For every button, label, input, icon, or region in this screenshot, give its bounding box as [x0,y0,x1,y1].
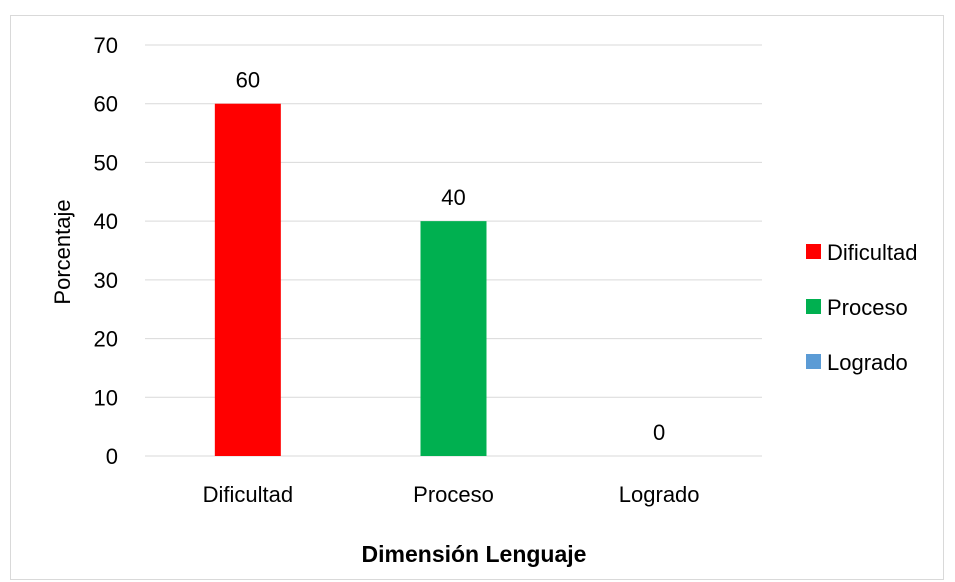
y-tick-label-50: 50 [94,150,118,175]
y-tick-label-20: 20 [94,327,118,352]
y-tick-label-40: 40 [94,209,118,234]
x-tick-label-dificultad: Dificultad [203,482,293,507]
y-tick-label-60: 60 [94,92,118,117]
y-tick-label-10: 10 [94,385,118,410]
x-tick-label-logrado: Logrado [619,482,700,507]
y-tick-label-70: 70 [94,33,118,58]
y-tick-label-30: 30 [94,268,118,293]
legend-label-logrado: Logrado [827,350,908,375]
legend-swatch-dificultad [806,244,821,259]
bars [214,103,487,456]
data-labels: 60 40 0 [236,68,666,445]
y-axis-title: Porcentaje [50,199,75,304]
y-tick-label-0: 0 [106,444,118,469]
data-label-dificultad: 60 [236,68,260,93]
legend-label-dificultad: Dificultad [827,240,917,265]
y-axis-ticks: 0 10 20 30 40 50 60 70 [94,33,118,469]
bar-dificultad [214,103,281,456]
legend-swatch-logrado [806,354,821,369]
x-tick-label-proceso: Proceso [413,482,494,507]
legend-swatch-proceso [806,299,821,314]
x-axis-ticks: Dificultad Proceso Logrado [203,482,700,507]
data-label-logrado: 0 [653,420,665,445]
x-axis-title: Dimensión Lenguaje [362,541,587,567]
bar-proceso [420,221,487,456]
legend: Dificultad Proceso Logrado [806,240,917,375]
data-label-proceso: 40 [441,185,465,210]
legend-label-proceso: Proceso [827,295,908,320]
